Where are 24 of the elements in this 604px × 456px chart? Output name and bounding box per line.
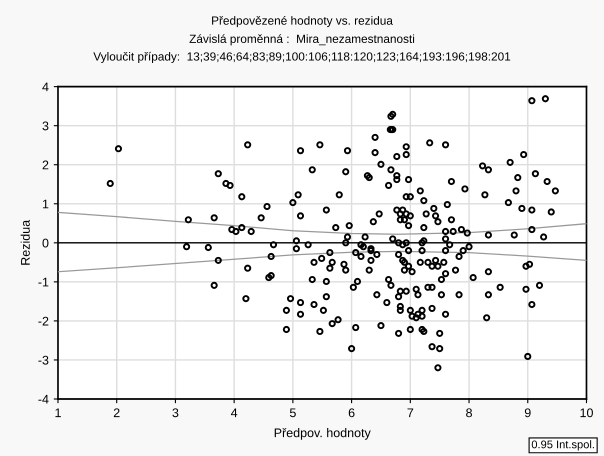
y-tick-label: -4 bbox=[38, 394, 49, 404]
x-tick-label: 8 bbox=[466, 408, 472, 418]
y-tick-label: -3 bbox=[38, 356, 48, 365]
x-tick-label: 2 bbox=[114, 408, 120, 418]
y-tick-label: 2 bbox=[42, 160, 48, 170]
y-tick-label: -1 bbox=[38, 278, 48, 286]
chart-subtitle: Závislá proměnná : Mira_nezamestnanosti Vyloučit případy: 13;39;46;64;83;89;100:106;118:120;123;164;193:196;198:201 bbox=[93, 34, 510, 64]
x-tick-label: 1 bbox=[55, 408, 61, 418]
x-tick-label: 4 bbox=[230, 408, 238, 418]
x-tick-label: 9 bbox=[524, 408, 531, 418]
x-tick-label: 10 bbox=[580, 408, 593, 418]
text: 0.95 Int.spol. bbox=[532, 440, 594, 451]
x-tick-label: 6 bbox=[348, 408, 355, 418]
y-axis-title: Rezidua bbox=[20, 220, 30, 265]
y-tick-label: -2 bbox=[38, 316, 48, 326]
chart-title: Předpovězené hodnoty vs. rezidua bbox=[212, 16, 393, 28]
y-tick-label: 3 bbox=[42, 121, 48, 130]
x-tick-label: 7 bbox=[407, 408, 414, 418]
y-tick-label: 4 bbox=[42, 82, 49, 92]
x-axis-title: Předpov. hodnoty bbox=[274, 428, 371, 440]
y-tick-label: 1 bbox=[42, 200, 48, 208]
y-tick-label: 0 bbox=[42, 238, 48, 248]
x-tick-label: 3 bbox=[172, 408, 178, 418]
x-tick-label: 5 bbox=[290, 408, 296, 418]
